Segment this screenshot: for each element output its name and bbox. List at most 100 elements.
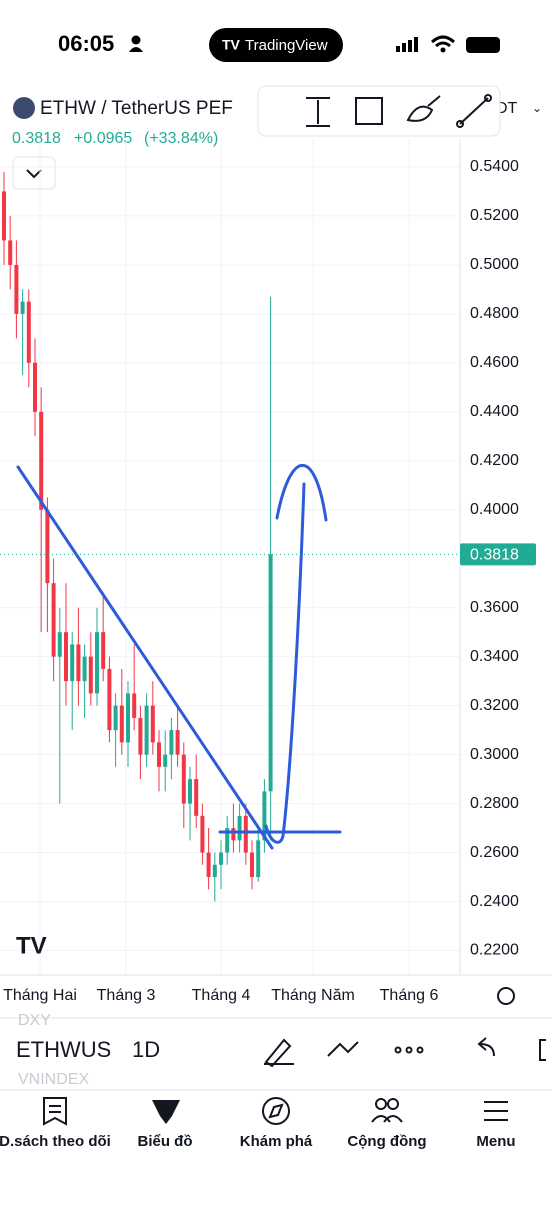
nav-item[interactable]: D.sách theo dõi <box>0 1133 111 1150</box>
clock: 06:05 <box>58 31 114 56</box>
bottom-actions[interactable] <box>264 1037 546 1068</box>
candle-body <box>237 815 242 841</box>
y-tick-label: 0.2800 <box>470 795 519 812</box>
collapse-button[interactable] <box>12 156 56 190</box>
candle-body <box>33 362 37 412</box>
candle-body <box>14 264 19 314</box>
candle-body <box>157 742 161 767</box>
candle-body <box>188 779 192 804</box>
candle-body <box>150 705 155 743</box>
chevron[interactable]: ⌄ <box>532 101 542 115</box>
candle-body <box>2 191 6 241</box>
y-tick-label: 0.3000 <box>470 746 519 763</box>
candle-body <box>88 656 93 694</box>
y-tick-label: 0.3600 <box>470 599 519 616</box>
drawing-toolbar <box>257 85 501 137</box>
candle-body <box>262 791 267 841</box>
candle-body <box>225 828 230 853</box>
symbol-button[interactable]: ETHWUS <box>16 1037 111 1062</box>
x-tick-label: Tháng Hai <box>3 987 77 1004</box>
nav-item[interactable]: Menu <box>476 1133 515 1150</box>
tv-watermark: TV <box>16 932 47 959</box>
last-price-label: 0.3818 <box>470 547 519 564</box>
candle-body <box>39 411 44 510</box>
nav-icons <box>43 1097 508 1126</box>
candle-body <box>250 852 254 878</box>
candle-body <box>144 705 149 755</box>
candle-body <box>256 840 261 878</box>
candle-body <box>268 554 273 792</box>
symbol-fade <box>110 1034 132 1068</box>
candle-body <box>51 583 56 657</box>
candle-body <box>132 693 137 718</box>
y-tick-label: 0.3400 <box>470 648 519 665</box>
nav-item[interactable]: Biểu đồ <box>138 1133 193 1150</box>
person-icon <box>131 35 141 45</box>
settings-icon[interactable] <box>497 987 515 1005</box>
change-pct: (+33.84%) <box>144 130 218 147</box>
collapse-chevron <box>26 169 42 179</box>
app-logo: TV <box>222 37 241 53</box>
candle-body <box>8 240 13 265</box>
candle-body <box>45 509 50 584</box>
nav-item[interactable]: Cộng đồng <box>347 1133 426 1150</box>
nav-bar: D.sách theo dõi Biểu đồ Khám phá Cộng đồng M… <box>0 1133 516 1150</box>
symbol-title[interactable]: ETHW / TetherUS PEF <box>40 98 233 119</box>
y-tick-label: 0.4000 <box>470 501 519 518</box>
app-pill <box>209 28 343 62</box>
candle-body <box>119 705 124 743</box>
y-tick-label: 0.5400 <box>470 158 519 175</box>
grid <box>0 140 460 975</box>
y-tick-label: 0.5200 <box>470 207 519 224</box>
last-price-box <box>460 543 536 566</box>
candle-body <box>169 730 174 755</box>
y-tick-label: 0.4800 <box>470 305 519 322</box>
interval-button[interactable]: 1D <box>132 1037 160 1062</box>
candle-body <box>175 730 180 755</box>
wifi-icon <box>430 35 456 48</box>
candle-body <box>113 705 118 731</box>
nav-item[interactable]: Khám phá <box>240 1133 313 1150</box>
candle-body <box>20 301 25 314</box>
candle-body <box>95 632 99 694</box>
candle-body <box>194 779 199 816</box>
coin-icon <box>13 97 35 119</box>
person-icon-body <box>129 47 143 52</box>
toolbar-icons[interactable] <box>306 94 492 128</box>
y-tick-label: 0.5000 <box>470 256 519 273</box>
ghost-symbol: DXY <box>18 1012 51 1029</box>
x-tick-label: Tháng 6 <box>380 987 439 1004</box>
y-tick-label: 0.2400 <box>470 893 519 910</box>
price: 0.3818 <box>12 130 61 147</box>
app-name: TradingView <box>245 37 328 54</box>
y-tick-label: 0.4600 <box>470 354 519 371</box>
candle-body <box>219 852 223 865</box>
candles <box>2 171 273 902</box>
y-tick-label: 0.4400 <box>470 403 519 420</box>
change: +0.0965 <box>74 130 132 147</box>
candle-body <box>64 632 68 682</box>
candle-body <box>82 656 87 682</box>
chart-nav-icon <box>152 1100 180 1124</box>
candle-body <box>243 815 248 853</box>
candle-body <box>76 644 81 682</box>
candle-body <box>231 828 236 841</box>
candle-body <box>138 717 143 755</box>
wifi-dot <box>440 47 446 53</box>
user-drawings <box>16 463 342 850</box>
y-tick-label: 0.2600 <box>470 844 519 861</box>
candle-body <box>107 668 112 731</box>
x-tick-label: Tháng Năm <box>271 987 355 1004</box>
y-tick-label: 0.3200 <box>470 697 519 714</box>
candle-body <box>126 693 130 743</box>
y-tick-label: 0.4200 <box>470 452 519 469</box>
candle-body <box>163 754 168 767</box>
candle-body <box>212 864 217 878</box>
candle-body <box>101 632 106 669</box>
candle-body <box>200 815 205 853</box>
battery-icon <box>466 37 500 53</box>
ghost-symbol: VNINDEX <box>18 1071 89 1088</box>
candle-body <box>206 852 211 878</box>
quote-suffix: DT <box>496 100 518 117</box>
